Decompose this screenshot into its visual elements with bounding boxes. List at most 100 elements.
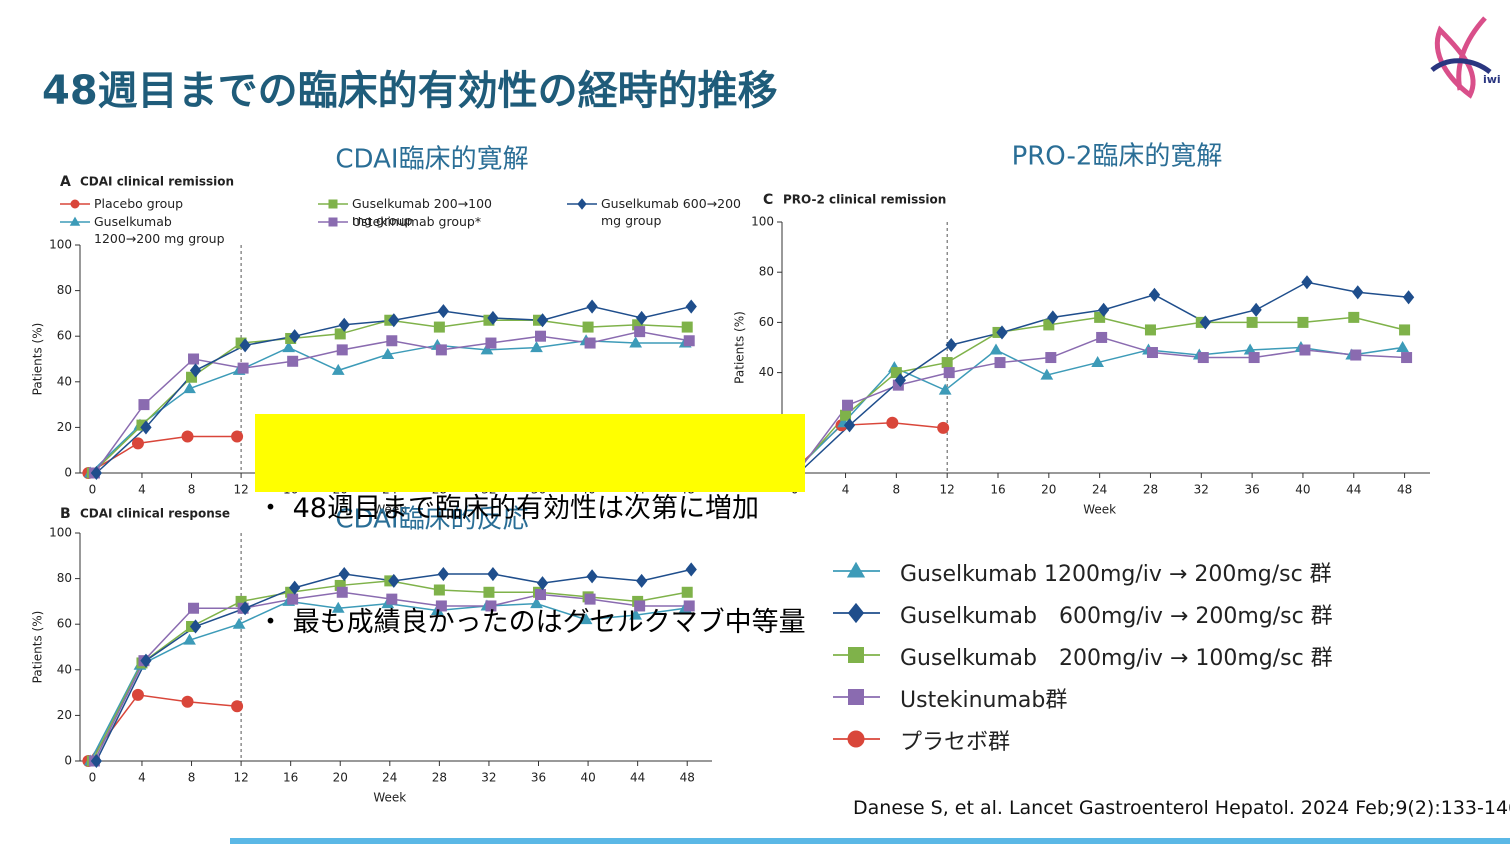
y-tick-label: 20: [57, 708, 72, 722]
marker: [1299, 344, 1311, 356]
marker: [685, 299, 697, 314]
marker: [848, 647, 864, 663]
marker: [1199, 315, 1211, 330]
slide-title: 48週目までの臨床的有効性の経時的推移: [42, 68, 778, 114]
legend-label: プラセボ群: [900, 730, 1011, 755]
legend-label: Guselkumab 600→200 mg group: [601, 196, 741, 228]
x-tick-label: 12: [940, 483, 955, 497]
legend-label: Guselkumab 200mg/iv → 100mg/sc 群: [900, 646, 1333, 671]
legend-label: Guselkumab 1200→200 mg group: [94, 214, 225, 246]
marker: [483, 586, 495, 598]
callout: ・ 48週目まで臨床的有効性は次第に増加 ・ 最も成績良かったのはグセルクマブ中…: [255, 414, 806, 638]
marker: [681, 586, 693, 598]
legend-label: Placebo group: [94, 196, 184, 211]
marker: [629, 608, 643, 620]
callout-line: ・ 48週目まで臨床的有効性は次第に増加: [257, 493, 759, 524]
x-tick-label: 24: [1092, 483, 1107, 497]
marker: [1248, 352, 1260, 364]
y-tick-label: 80: [57, 283, 72, 297]
y-tick-label: 60: [759, 315, 774, 329]
marker: [1399, 324, 1411, 336]
series-line: [790, 422, 944, 474]
panel-title: PRO-2 clinical remission: [783, 193, 946, 207]
marker: [1091, 356, 1105, 368]
footer-bar: [230, 838, 1510, 844]
marker: [131, 688, 144, 701]
panel-label: B: [60, 506, 71, 522]
marker: [331, 363, 345, 375]
marker: [336, 344, 348, 356]
chart-subtitle: CDAI臨床的反応: [335, 505, 528, 535]
marker: [138, 399, 150, 411]
marker: [1352, 285, 1364, 300]
marker: [1146, 347, 1158, 359]
marker: [586, 299, 598, 314]
marker: [996, 325, 1008, 340]
marker: [629, 336, 643, 348]
marker: [943, 367, 955, 379]
y-tick-label: 40: [759, 365, 774, 379]
marker: [1246, 316, 1258, 328]
y-tick-label: 60: [57, 617, 72, 631]
marker: [131, 437, 144, 450]
marker: [847, 730, 865, 748]
x-tick-label: 8: [188, 771, 196, 785]
x-tick-label: 32: [1194, 483, 1209, 497]
callout-line: ・ 最も成績良かったのはグセルクマブ中等量: [257, 607, 806, 638]
marker: [941, 357, 953, 369]
marker: [140, 653, 152, 668]
y-tick-label: 40: [57, 662, 72, 676]
marker: [487, 566, 499, 582]
marker: [530, 341, 543, 353]
marker: [1348, 311, 1360, 323]
y-tick-label: 100: [49, 526, 72, 540]
marker: [381, 347, 395, 359]
marker: [485, 337, 497, 349]
marker: [1045, 352, 1057, 364]
marker: [239, 338, 251, 353]
marker: [328, 199, 338, 209]
marker: [847, 602, 865, 624]
marker: [388, 313, 400, 328]
marker: [70, 199, 80, 209]
marker: [480, 343, 494, 355]
marker: [685, 562, 697, 577]
marker: [183, 633, 196, 645]
marker: [1096, 331, 1108, 343]
y-tick-label: 60: [57, 329, 72, 343]
x-tick-label: 12: [233, 771, 248, 785]
marker: [1401, 352, 1413, 364]
marker: [1043, 319, 1055, 331]
x-tick-label: 0: [89, 771, 97, 785]
x-tick-label: 0: [89, 483, 97, 497]
marker: [1148, 287, 1161, 302]
marker: [487, 310, 499, 326]
marker: [282, 341, 296, 353]
marker: [189, 363, 202, 378]
marker: [338, 317, 350, 332]
panel-title: CDAI clinical remission: [80, 175, 234, 189]
marker: [331, 601, 345, 613]
marker: [231, 700, 244, 713]
y-tick-label: 100: [49, 238, 72, 252]
marker: [433, 321, 445, 333]
y-tick-label: 100: [751, 215, 774, 229]
marker: [994, 357, 1006, 369]
marker: [634, 600, 646, 612]
x-tick-label: 4: [138, 771, 146, 785]
marker: [535, 589, 547, 601]
marker: [1250, 302, 1262, 317]
x-axis-label: Week: [373, 791, 406, 805]
x-tick-label: 40: [1295, 483, 1310, 497]
panel-label: A: [60, 174, 71, 190]
y-tick-label: 40: [57, 374, 72, 388]
marker: [188, 602, 200, 614]
x-tick-label: 8: [188, 483, 196, 497]
y-tick-label: 80: [57, 571, 72, 585]
y-axis-label: Patients (%): [31, 323, 45, 396]
marker: [140, 420, 152, 435]
marker: [485, 600, 497, 612]
marker: [90, 465, 103, 481]
marker: [287, 355, 299, 367]
